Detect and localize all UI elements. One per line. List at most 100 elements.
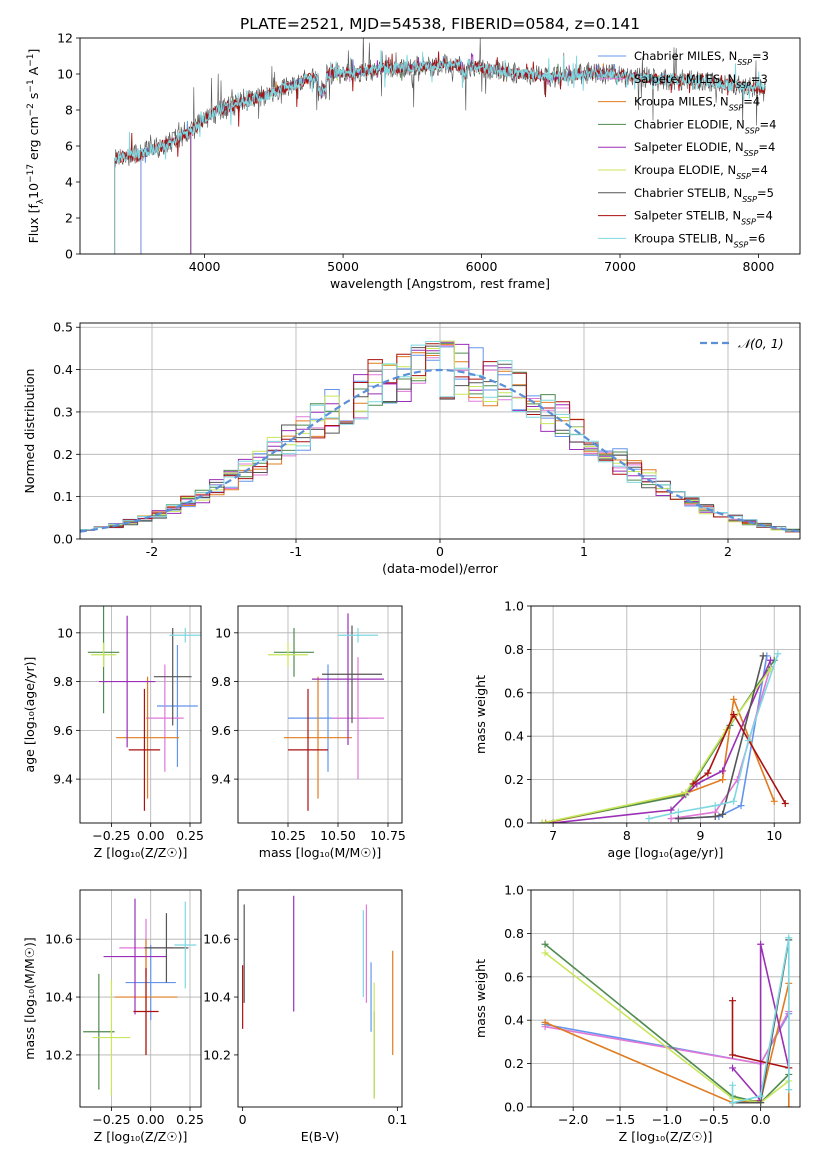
- legend-sep: , N: [729, 117, 745, 131]
- x-tick-label: −0.5: [699, 1112, 729, 1127]
- legend-name: Chabrier STELIB: [634, 186, 726, 200]
- series-marker: [781, 799, 789, 807]
- plot-area: [238, 606, 402, 823]
- spectrum-line-kroupa-stelib: [114, 49, 766, 164]
- legend-entry: Salpeter ELODIE, NSSP=4: [634, 140, 775, 158]
- legend-entry: Salpeter MILES, NSSP=3: [634, 72, 768, 90]
- legend-sub: SSP: [742, 194, 757, 203]
- series-marker: [541, 940, 549, 948]
- series-marker: [759, 652, 767, 660]
- legend-name: Kroupa ELODIE: [634, 163, 720, 177]
- x-axis-label: wavelength [Angstrom, rest frame]: [330, 276, 550, 291]
- series-line: [692, 712, 786, 804]
- x-tick-label: −1.5: [605, 1112, 635, 1127]
- legend-sub: SSP: [741, 217, 756, 226]
- axes-frame: [79, 889, 202, 1108]
- errorbar-point: [116, 676, 179, 799]
- panel-mass_vs_ebv: 0 0.1 10.2 10.4 10.6 E(B-V): [203, 889, 407, 1144]
- x-axis-label: Z [log₁₀(Z/Z☉)]: [94, 1129, 188, 1144]
- series-marker: [785, 1086, 793, 1094]
- x-axis-label: Z [log₁₀(Z/Z☉)]: [619, 1129, 713, 1144]
- y-tick-label: 10.4: [203, 990, 231, 1005]
- y-tick-label: 9.4: [53, 772, 73, 787]
- x-tick-label: −0.25: [92, 828, 130, 843]
- y-tick-label: 0.0: [504, 1100, 524, 1115]
- x-tick-label: -1: [290, 544, 302, 559]
- y-tick-label: 0.4: [504, 729, 524, 744]
- y-label-part: ]: [26, 49, 41, 54]
- legend-name: Salpeter MILES: [634, 72, 720, 86]
- series-marker: [730, 695, 738, 703]
- errorbar-point: [91, 642, 117, 667]
- errorbar-point: [284, 676, 352, 799]
- legend-entry: Chabrier MILES, NSSP=3: [634, 49, 769, 67]
- y-tick-label: 6: [65, 139, 73, 154]
- x-tick-label: 10: [766, 828, 782, 843]
- legend-nssp: 4: [769, 117, 776, 131]
- legend-nssp: 4: [753, 95, 760, 109]
- x-tick-label: 0.00: [137, 828, 165, 843]
- series-marker: [667, 815, 675, 823]
- figure-title: PLATE=2521, MJD=54538, FIBERID=0584, z=0…: [240, 15, 640, 33]
- y-label-part: s: [26, 93, 41, 104]
- series-line: [648, 653, 779, 820]
- y-axis-label: Flux [fλ10−17 erg cm−2 s−1 A−1]: [26, 49, 46, 244]
- legend-sep: , N: [713, 95, 729, 109]
- x-tick-label: 7: [549, 828, 557, 843]
- y-tick-label: 10.4: [45, 990, 73, 1005]
- legend-sub: SSP: [736, 172, 751, 181]
- series-marker: [711, 802, 719, 810]
- series-marker: [689, 780, 697, 788]
- series-marker: [729, 997, 737, 1005]
- series-marker: [729, 1099, 737, 1107]
- legend-sub: SSP: [745, 126, 760, 135]
- y-tick-label: 0.2: [504, 1056, 524, 1071]
- x-tick-label: 10.50: [320, 828, 356, 843]
- y-label-part: −1: [26, 79, 36, 92]
- series-marker: [729, 1051, 737, 1059]
- errorbar-point: [332, 657, 384, 780]
- x-tick-label: 8: [623, 828, 631, 843]
- x-axis-label: age [log₁₀(age/yr)]: [608, 845, 724, 860]
- axes-frame: [79, 37, 801, 255]
- legend-sep: , N: [728, 140, 744, 154]
- y-label-part: erg cm: [26, 116, 41, 164]
- x-tick-label: −2.0: [558, 1112, 588, 1127]
- legend-name: Chabrier MILES: [634, 49, 721, 63]
- legend-name: Kroupa STELIB: [634, 231, 718, 245]
- y-tick-label: 8: [65, 103, 73, 118]
- legend-sub: SSP: [734, 240, 749, 249]
- legend-sub: SSP: [729, 103, 744, 112]
- y-tick-label: 0.1: [53, 489, 73, 504]
- x-tick-label: 0.1: [387, 1112, 407, 1127]
- y-tick-label: 0.6: [504, 969, 524, 984]
- legend-entry: Salpeter STELIB, NSSP=4: [634, 209, 773, 227]
- axes-frame: [79, 322, 801, 540]
- legend-nssp: 3: [762, 49, 769, 63]
- x-axis-label: mass [log₁₀(M/M☉)]: [259, 845, 381, 860]
- panel-age_vs_Z: −0.25 0.00 0.25 9.4 9.6 9.8 10 Z [log₁₀(Z/Z☉)] a…: [22, 605, 204, 860]
- errorbar-point: [153, 627, 192, 726]
- legend-name: Salpeter STELIB: [634, 209, 725, 223]
- series-line: [545, 696, 775, 823]
- y-tick-label: 10: [57, 625, 73, 640]
- x-tick-label: 0.0: [751, 1112, 771, 1127]
- x-axis-label: Z [log₁₀(Z/Z☉)]: [94, 845, 188, 860]
- y-label-part: −2: [26, 103, 36, 116]
- panel-spectrum: 4000 5000 6000 7000 8000024681012wavelength …: [26, 31, 801, 291]
- y-tick-label: 9.8: [211, 674, 231, 689]
- y-tick-label: 0.4: [53, 362, 73, 377]
- series-marker: [674, 808, 682, 816]
- y-axis-label: age [log₁₀(age/yr)]: [22, 657, 37, 773]
- y-tick-label: 9.6: [53, 723, 73, 738]
- legend-eq: =: [751, 72, 761, 86]
- y-label-part: λ: [36, 198, 46, 204]
- y-label-part: Flux [f: [26, 204, 41, 244]
- y-tick-label: 0.5: [53, 320, 73, 335]
- panel-mass_vs_Z: −0.25 0.00 0.25 10.2 10.4 10.6 Z [log₁₀(Z/Z☉)]…: [22, 889, 204, 1144]
- legend-entry: Chabrier ELODIE, NSSP=4: [634, 117, 776, 135]
- x-axis-label: E(B-V): [301, 1129, 340, 1144]
- legend-sep: , N: [720, 163, 736, 177]
- x-tick-label: 6000: [466, 259, 498, 274]
